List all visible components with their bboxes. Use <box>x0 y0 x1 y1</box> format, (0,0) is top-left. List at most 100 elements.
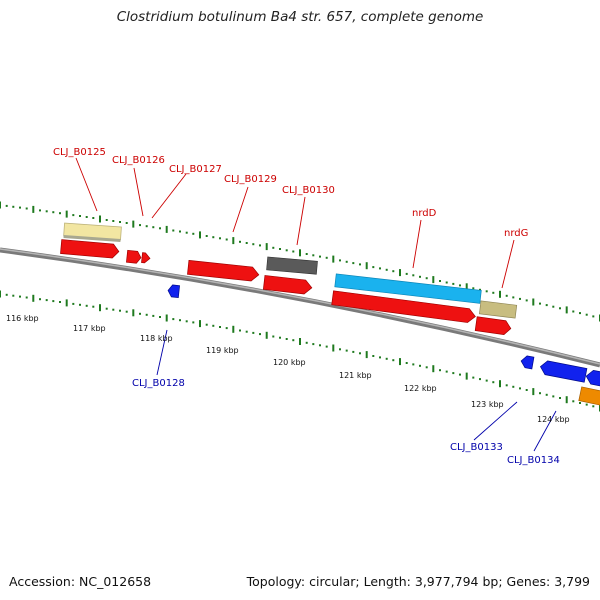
tick-minor <box>392 359 395 362</box>
tick-major <box>265 243 268 251</box>
tick-major <box>532 388 535 396</box>
tick-major <box>332 344 335 352</box>
tick-minor <box>145 225 148 228</box>
tick-minor <box>45 210 48 213</box>
tick-minor <box>385 268 388 271</box>
gene-label[interactable]: CLJ_B0126 <box>112 155 165 166</box>
feature-f-0129[interactable] <box>187 259 260 282</box>
tick-minor <box>119 221 121 223</box>
leader-line <box>412 219 422 269</box>
tick-minor <box>592 315 595 318</box>
tick-minor <box>579 402 581 404</box>
feature-f-nrdD-cog[interactable] <box>334 273 482 304</box>
scale-label: 121 kbp <box>339 371 372 380</box>
tick-minor <box>425 366 428 369</box>
tick-minor <box>419 364 421 367</box>
tick-minor <box>452 282 455 285</box>
tick-major <box>565 306 568 314</box>
gene-label[interactable]: CLJ_B0130 <box>282 185 335 196</box>
tick-major <box>532 298 535 306</box>
feature-f-0130-cog[interactable] <box>266 256 318 275</box>
tick-minor <box>479 288 481 291</box>
gene-label[interactable]: CLJ_B0128 <box>132 378 185 389</box>
inner-tick-ring <box>0 290 600 412</box>
tick-major <box>465 283 468 291</box>
tick-major <box>399 358 401 366</box>
tick-minor <box>12 205 15 208</box>
tick-minor <box>125 222 128 224</box>
tick-major <box>299 249 301 257</box>
scale-label: 119 kbp <box>206 346 239 355</box>
gene-label[interactable]: nrdD <box>412 208 437 219</box>
tick-major <box>232 325 235 333</box>
tick-minor <box>572 400 575 403</box>
tick-minor <box>359 352 361 355</box>
leader-line <box>156 329 168 376</box>
leader-line <box>533 410 557 452</box>
leader-line <box>296 196 306 246</box>
tick-minor <box>292 250 295 253</box>
tick-major <box>432 276 435 284</box>
tick-minor <box>179 230 181 233</box>
leader-line <box>501 239 515 289</box>
tick-major <box>132 220 135 228</box>
tick-minor <box>405 272 408 275</box>
tick-minor <box>145 313 148 316</box>
tick-major <box>499 290 501 298</box>
tick-minor <box>159 316 161 318</box>
tick-minor <box>305 341 308 344</box>
feature-f-nrdG-cog[interactable] <box>479 300 518 319</box>
tick-minor <box>519 387 521 390</box>
tick-minor <box>279 336 281 339</box>
tick-minor <box>459 284 461 287</box>
tick-minor <box>219 237 221 240</box>
tick-minor <box>485 290 488 293</box>
feature-f-0134b[interactable] <box>585 369 600 387</box>
feature-f-0135-cog[interactable] <box>578 386 600 406</box>
feature-f-0125[interactable] <box>60 239 120 259</box>
tick-minor <box>92 305 95 308</box>
tick-minor <box>352 262 355 265</box>
tick-minor <box>59 301 61 303</box>
tick-minor <box>172 318 175 321</box>
feature-f-0130[interactable] <box>262 275 313 295</box>
tick-minor <box>339 259 341 262</box>
gene-label[interactable]: CLJ_B0129 <box>224 174 277 185</box>
topology-text: Topology: circular; Length: 3,977,794 bp… <box>246 574 590 589</box>
tick-minor <box>185 231 188 234</box>
tick-minor <box>192 232 195 235</box>
tick-minor <box>319 255 321 258</box>
tick-minor <box>239 329 241 332</box>
tick-minor <box>312 254 315 257</box>
gene-label[interactable]: CLJ_B0125 <box>53 147 106 158</box>
gene-label[interactable]: CLJ_B0127 <box>169 164 222 175</box>
tick-minor <box>359 263 361 266</box>
gene-label[interactable]: CLJ_B0133 <box>450 442 503 453</box>
tick-major <box>99 215 101 223</box>
tick-minor <box>539 302 541 305</box>
feature-f-nrdG[interactable] <box>474 316 512 336</box>
feature-f-0134[interactable] <box>539 360 588 383</box>
feature-f-0128[interactable] <box>167 284 180 298</box>
tick-minor <box>525 389 528 391</box>
tick-minor <box>385 357 388 360</box>
feature-f-0127[interactable] <box>141 252 151 264</box>
feature-f-nrdD[interactable] <box>331 290 477 324</box>
gene-label[interactable]: CLJ_B0134 <box>507 455 560 466</box>
tick-minor <box>345 349 348 352</box>
scale-label: 118 kbp <box>140 334 173 343</box>
tick-minor <box>5 293 8 296</box>
tick-minor <box>292 339 295 342</box>
tick-minor <box>79 303 81 306</box>
feature-f-0133[interactable] <box>520 355 535 370</box>
tick-minor <box>585 403 588 406</box>
tick-minor <box>172 229 175 232</box>
tick-minor <box>279 248 281 250</box>
tick-minor <box>492 291 495 294</box>
leader-line <box>151 173 187 219</box>
tick-major <box>132 309 135 317</box>
leader-line <box>133 167 144 217</box>
tick-minor <box>505 384 508 387</box>
feature-f-0126[interactable] <box>126 249 142 264</box>
gene-label[interactable]: nrdG <box>504 228 528 239</box>
